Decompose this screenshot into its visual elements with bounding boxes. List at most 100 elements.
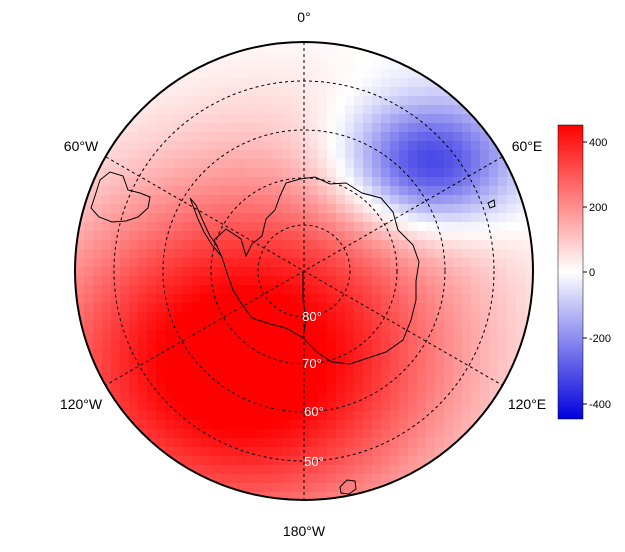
- field-cell: [354, 321, 364, 331]
- field-cell: [336, 42, 346, 52]
- field-cell: [381, 123, 391, 133]
- field-cell: [282, 366, 292, 376]
- field-cell: [129, 195, 139, 205]
- field-cell: [282, 420, 292, 430]
- field-cell: [192, 150, 202, 160]
- field-cell: [246, 87, 256, 97]
- field-cell: [120, 312, 130, 322]
- field-cell: [246, 204, 256, 214]
- field-cell: [255, 456, 265, 466]
- field-cell: [165, 123, 175, 133]
- field-cell: [273, 420, 283, 430]
- field-cell: [165, 195, 175, 205]
- field-cell: [102, 294, 112, 304]
- field-cell: [165, 267, 175, 277]
- field-cell: [93, 177, 103, 187]
- field-cell: [318, 438, 328, 448]
- field-cell: [480, 321, 490, 331]
- field-cell: [345, 420, 355, 430]
- field-cell: [327, 465, 337, 475]
- field-cell: [147, 195, 157, 205]
- field-cell: [363, 492, 373, 500]
- field-cell: [372, 60, 382, 70]
- cb-label-m200: -200: [589, 333, 611, 345]
- field-cell: [192, 357, 202, 367]
- field-cell: [237, 240, 247, 250]
- field-cell: [453, 249, 463, 259]
- field-cell: [399, 267, 409, 277]
- field-cell: [345, 411, 355, 421]
- antarctic-peninsula: [189, 197, 223, 258]
- field-cell: [363, 231, 373, 241]
- field-cell: [201, 240, 211, 250]
- field-cell: [417, 258, 427, 268]
- field-cell: [435, 249, 445, 259]
- field-cell: [291, 303, 301, 313]
- field-cell: [318, 231, 328, 241]
- field-cell: [309, 60, 319, 70]
- field-cell: [147, 123, 157, 133]
- field-cell: [75, 231, 85, 241]
- field-cell: [354, 69, 364, 79]
- field-cell: [399, 465, 409, 475]
- field-cell: [192, 105, 202, 115]
- field-cell: [462, 168, 472, 178]
- field-cell: [84, 240, 94, 250]
- field-cell: [174, 330, 184, 340]
- field-cell: [93, 321, 103, 331]
- field-cell: [363, 51, 373, 61]
- field-cell: [111, 267, 121, 277]
- field-cell: [156, 258, 166, 268]
- field-cell: [192, 420, 202, 430]
- field-cell: [336, 420, 346, 430]
- field-cell: [462, 303, 472, 313]
- field-cell: [480, 339, 490, 349]
- field-cell: [462, 312, 472, 322]
- field-cell: [120, 285, 130, 295]
- field-cell: [273, 312, 283, 322]
- field-cell: [471, 141, 481, 151]
- field-cell: [264, 177, 274, 187]
- field-cell: [345, 195, 355, 205]
- field-cell: [498, 330, 508, 340]
- field-cell: [246, 141, 256, 151]
- field-cell: [363, 240, 373, 250]
- field-cell: [426, 384, 436, 394]
- field-cell: [120, 321, 130, 331]
- field-cell: [201, 141, 211, 151]
- field-cell: [336, 96, 346, 106]
- field-cell: [156, 411, 166, 421]
- field-cell: [426, 330, 436, 340]
- field-cell: [390, 231, 400, 241]
- field-cell: [354, 312, 364, 322]
- field-cell: [408, 474, 418, 484]
- field-cell: [228, 177, 238, 187]
- field-cell: [102, 312, 112, 322]
- field-cell: [183, 411, 193, 421]
- field-cell: [183, 330, 193, 340]
- field-cell: [471, 384, 481, 394]
- field-cell: [165, 411, 175, 421]
- field-cell: [498, 204, 508, 214]
- field-cell: [390, 465, 400, 475]
- field-cell: [408, 447, 418, 457]
- field-cell: [102, 330, 112, 340]
- field-cell: [255, 150, 265, 160]
- field-cell: [255, 114, 265, 124]
- field-cell: [201, 132, 211, 142]
- field-cell: [354, 402, 364, 412]
- field-cell: [309, 69, 319, 79]
- field-cell: [480, 420, 490, 430]
- field-cell: [147, 285, 157, 295]
- field-cell: [390, 240, 400, 250]
- field-cell: [219, 240, 229, 250]
- field-cell: [462, 357, 472, 367]
- field-cell: [354, 465, 364, 475]
- field-cell: [507, 258, 517, 268]
- field-cell: [462, 348, 472, 358]
- field-cell: [516, 258, 526, 268]
- field-cell: [228, 168, 238, 178]
- field-cell: [354, 429, 364, 439]
- field-cell: [453, 258, 463, 268]
- field-cell: [165, 339, 175, 349]
